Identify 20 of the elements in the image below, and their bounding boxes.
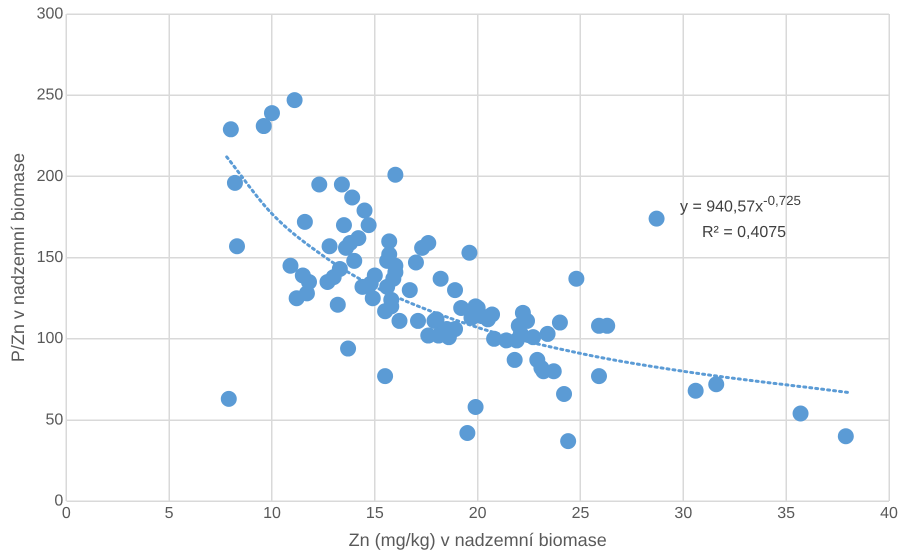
y-tick-label: 300	[36, 5, 64, 22]
x-tick-label: 25	[572, 505, 590, 522]
y-axis-title: P/Zn v nadzemní biomase	[8, 153, 28, 362]
y-tick-label: 0	[54, 492, 64, 510]
x-tick-label: 40	[880, 505, 898, 522]
x-tick-label: 35	[777, 505, 796, 522]
y-tick-label: 250	[36, 86, 64, 104]
y-tick-label: 100	[36, 330, 64, 348]
y-tick-label: 50	[46, 411, 64, 428]
annotation: y = 940,57x$^{-0,725}$	[680, 192, 801, 218]
x-axis-title: Zn (mg/kg) v nadzemní biomase	[348, 530, 607, 550]
x-tick-label: 30	[674, 505, 692, 522]
y-tick-label: 150	[36, 249, 64, 266]
x-tick-label: 20	[468, 505, 487, 522]
x-tick-label: 10	[263, 505, 281, 522]
x-tick-label: 5	[164, 505, 174, 522]
annotation: R² = 0,4075	[701, 223, 788, 244]
x-tick-label: 15	[366, 505, 384, 522]
line-series	[225, 155, 850, 394]
y-tick-label: 200	[36, 168, 64, 185]
